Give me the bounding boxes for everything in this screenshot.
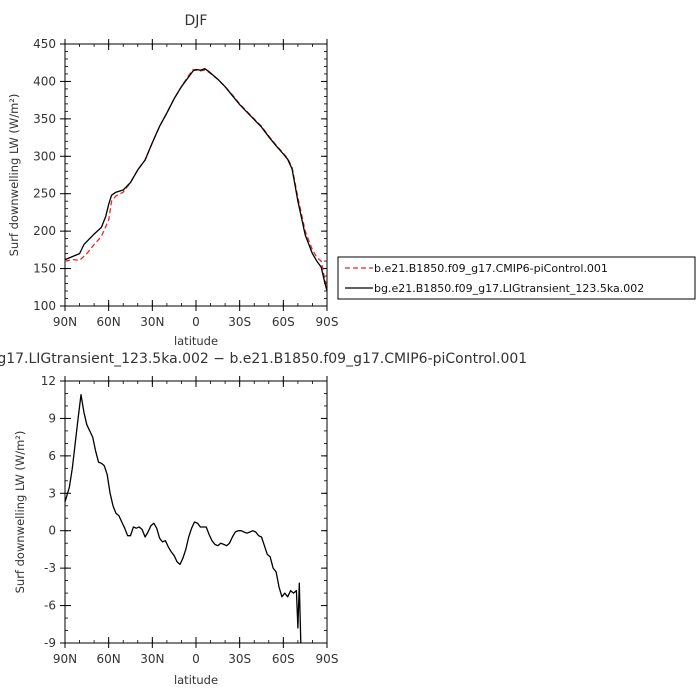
x-tick-label: 90N	[53, 652, 77, 666]
y-tick-label: 300	[33, 149, 56, 163]
y-tick-label: 350	[33, 112, 56, 126]
legend-label-ligtransient: bg.e21.B1850.f09_g17.LIGtransient_123.5k…	[374, 282, 644, 295]
y-tick-label: 250	[33, 187, 56, 201]
x-tick-label: 60N	[97, 652, 121, 666]
chart-title: DJF	[185, 13, 208, 29]
x-tick-label: 60S	[272, 652, 295, 666]
y-tick-label: 12	[41, 374, 56, 388]
y-tick-label: -9	[44, 636, 56, 650]
x-tick-label: 30N	[140, 315, 164, 329]
y-tick-label: 0	[48, 524, 56, 538]
x-tick-label: 60N	[97, 315, 121, 329]
x-axis: 90N 60N 30N 0 30S 60S 90S	[53, 376, 339, 666]
x-tick-label: 0	[192, 315, 200, 329]
x-axis: 90N 60N 30N 0 30S 60S 90S	[53, 39, 339, 329]
x-tick-label: 90S	[316, 315, 339, 329]
x-tick-label: 60S	[272, 315, 295, 329]
y-axis: 100 150 200 250 300 350 400 450	[33, 37, 327, 313]
plot-frame	[64, 43, 328, 307]
series-line-picontrol	[64, 68, 328, 288]
series-line-difference	[64, 394, 302, 644]
x-axis-label: latitude	[174, 673, 218, 687]
x-tick-label: 0	[192, 652, 200, 666]
x-tick-label: 30N	[140, 652, 164, 666]
legend: b.e21.B1850.f09_g17.CMIP6-piControl.001 …	[337, 256, 696, 300]
plot-lines	[64, 68, 328, 292]
y-tick-label: 400	[33, 74, 56, 88]
y-tick-label: 450	[33, 37, 56, 51]
chart-title-difference: bg.e21.B1850.f09_g17.LIGtransient_123.5k…	[0, 351, 527, 367]
panel-top: DJF 100 150 200 250 300 350 400 450 90N 60N 30N 0 3…	[7, 13, 338, 348]
y-axis-label: Surf downwelling LW (W/m²)	[7, 94, 21, 257]
legend-box	[337, 256, 696, 300]
y-tick-label: 3	[48, 486, 56, 500]
panel-bottom: bg.e21.B1850.f09_g17.LIGtransient_123.5k…	[0, 351, 527, 687]
y-axis: -9 -6 -3 0 3 6 9 12	[41, 374, 327, 650]
y-tick-label: 100	[33, 299, 56, 313]
y-tick-label: 150	[33, 262, 56, 276]
x-tick-label: 30S	[228, 652, 251, 666]
plot-lines	[64, 394, 302, 644]
y-tick-label: 200	[33, 224, 56, 238]
series-line-ligtransient	[64, 68, 328, 292]
y-tick-label: 9	[48, 411, 56, 425]
plot-frame	[64, 380, 328, 644]
y-tick-label: 6	[48, 449, 56, 463]
legend-label-picontrol: b.e21.B1850.f09_g17.CMIP6-piControl.001	[374, 262, 608, 275]
x-tick-label: 90S	[316, 652, 339, 666]
x-tick-label: 30S	[228, 315, 251, 329]
y-tick-label: -3	[44, 561, 56, 575]
y-axis-label: Surf downwelling LW (W/m²)	[13, 431, 27, 594]
x-axis-label: latitude	[174, 334, 218, 348]
y-tick-label: -6	[44, 599, 56, 613]
x-tick-label: 90N	[53, 315, 77, 329]
